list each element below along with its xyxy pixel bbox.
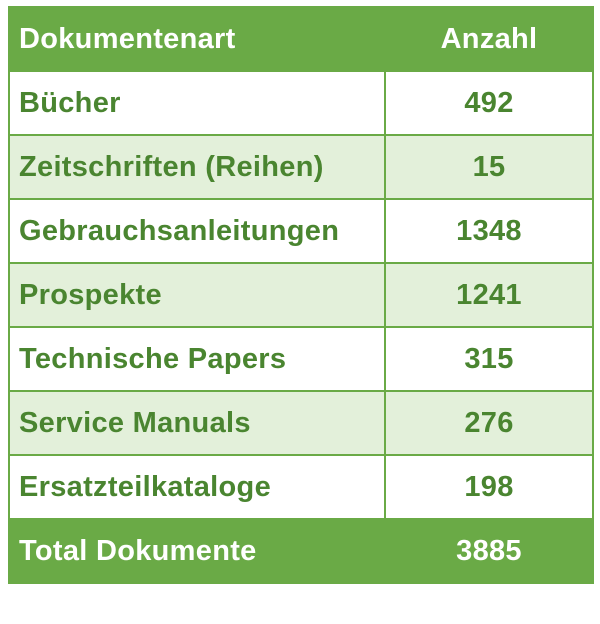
- table-row: Ersatzteilkataloge 198: [8, 454, 594, 520]
- row-document-type: Zeitschriften (Reihen): [8, 134, 386, 200]
- table-row: Service Manuals 276: [8, 390, 594, 456]
- row-count: 315: [384, 326, 594, 392]
- row-count: 276: [384, 390, 594, 456]
- row-document-type: Technische Papers: [8, 326, 386, 392]
- table-total-row: Total Dokumente 3885: [8, 518, 594, 584]
- table-header-row: Dokumentenart Anzahl: [8, 6, 594, 72]
- row-document-type: Gebrauchsanleitungen: [8, 198, 386, 264]
- row-count: 1241: [384, 262, 594, 328]
- table-row: Bücher 492: [8, 70, 594, 136]
- row-count: 492: [384, 70, 594, 136]
- row-document-type: Service Manuals: [8, 390, 386, 456]
- table-row: Prospekte 1241: [8, 262, 594, 328]
- total-count: 3885: [384, 518, 594, 584]
- header-document-type: Dokumentenart: [8, 6, 386, 72]
- row-document-type: Ersatzteilkataloge: [8, 454, 386, 520]
- row-document-type: Prospekte: [8, 262, 386, 328]
- total-label: Total Dokumente: [8, 518, 386, 584]
- table-row: Technische Papers 315: [8, 326, 594, 392]
- table-row: Zeitschriften (Reihen) 15: [8, 134, 594, 200]
- row-count: 15: [384, 134, 594, 200]
- row-document-type: Bücher: [8, 70, 386, 136]
- row-count: 1348: [384, 198, 594, 264]
- document-count-table: Dokumentenart Anzahl Bücher 492 Zeitschr…: [8, 6, 594, 584]
- row-count: 198: [384, 454, 594, 520]
- table-row: Gebrauchsanleitungen 1348: [8, 198, 594, 264]
- header-count: Anzahl: [384, 6, 594, 72]
